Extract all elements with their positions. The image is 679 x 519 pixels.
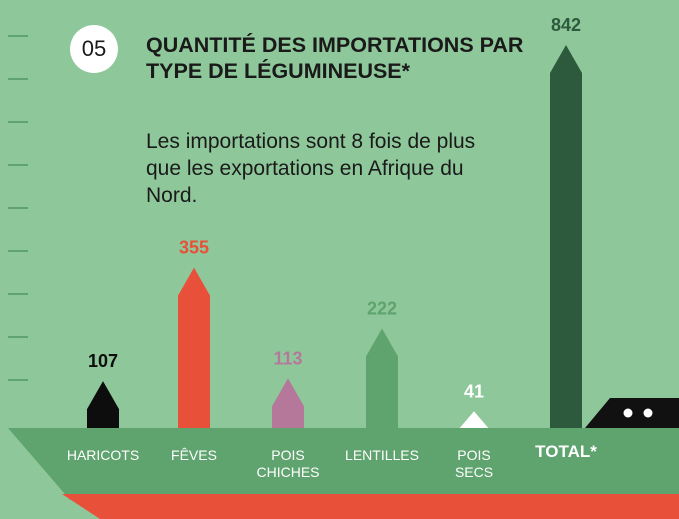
decorative-scale [8,35,28,381]
category-label: HARICOTS [66,447,140,463]
porthole [643,408,653,418]
badge: 05 [70,25,118,73]
category-label: LENTILLES [345,447,419,463]
category-label: TOTAL* [535,442,597,461]
value-label: 222 [367,298,397,318]
value-label: 842 [551,15,581,35]
porthole [623,408,633,418]
value-label: 41 [464,381,484,401]
bar [458,411,490,430]
value-label: 355 [179,238,209,258]
category-label: POIS SECS [454,447,494,480]
bar [366,328,398,430]
value-label: 113 [273,348,302,368]
category-label: POIS CHICHES [256,447,320,480]
value-label: 107 [88,351,118,371]
category-label: FÊVES [171,447,217,463]
bar [272,378,304,430]
ship-hull [8,428,679,500]
bar [550,45,582,430]
bar [178,267,210,430]
ship-keel [62,494,679,519]
chart-subtitle: Les importations sont 8 fois de plus que… [146,130,476,207]
chart-title: QUANTITÉ DES IMPORTATIONS PAR TYPE DE LÉ… [146,33,524,83]
bar [87,381,119,430]
